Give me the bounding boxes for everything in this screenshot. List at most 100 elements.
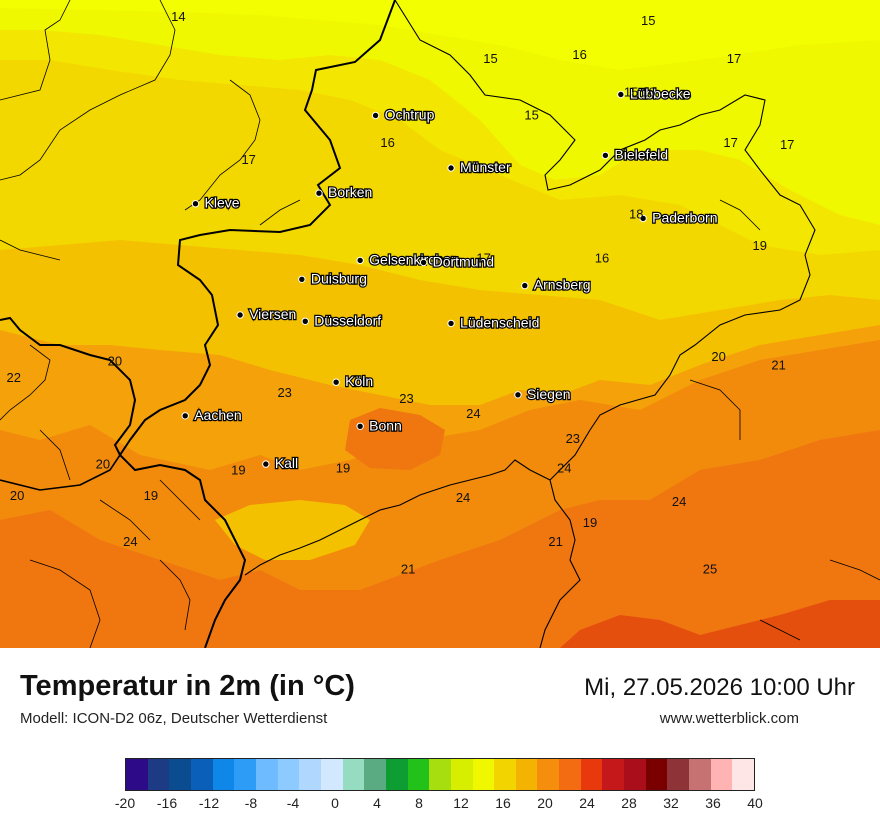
temperature-value-label: 17 — [780, 137, 794, 152]
legend-swatch — [710, 759, 733, 790]
temperature-value-label: 24 — [466, 406, 480, 421]
legend-swatch — [689, 759, 711, 790]
footer-panel: Temperatur in 2m (in °C) Modell: ICON-D2… — [0, 648, 880, 830]
city-dot — [617, 90, 625, 99]
temperature-value-label: 19 — [753, 238, 767, 253]
state-border-nrw-hesse — [539, 374, 671, 648]
city-marker: Duisburg — [298, 269, 368, 287]
temperature-value-label: 23 — [399, 391, 413, 406]
website-link[interactable]: www.wetterblick.com — [659, 710, 799, 727]
legend-swatch — [580, 759, 603, 790]
legend-swatch — [602, 759, 625, 790]
legend-tick-label: -4 — [286, 795, 300, 811]
city-label: Borken — [328, 184, 372, 200]
city-marker: Kall — [262, 454, 299, 472]
legend-tick-label: 36 — [705, 795, 721, 811]
legend-swatch — [624, 759, 646, 790]
city-label: Siegen — [527, 386, 571, 402]
temperature-value-label: 17 — [476, 251, 490, 266]
temperature-value-label: 20 — [108, 353, 122, 368]
legend-swatch — [450, 759, 473, 790]
temp-zone-hot-southeast — [560, 600, 880, 648]
temperature-value-label: 20 — [711, 349, 725, 364]
city-dot — [191, 200, 200, 208]
city-marker: Lüdenscheid — [447, 313, 541, 332]
legend-swatch — [494, 759, 516, 790]
legend-swatch — [429, 759, 451, 790]
temperature-value-label: 23 — [277, 385, 291, 400]
city-label: Paderborn — [652, 209, 717, 225]
city-label: Lüdenscheid — [460, 314, 539, 330]
city-dot — [356, 256, 364, 265]
legend-tick-label: -16 — [156, 795, 178, 811]
legend-swatch — [190, 759, 213, 790]
temperature-value-label: 15 — [524, 108, 538, 123]
state-border-nrw-rlp — [244, 459, 551, 576]
city-label: Ochtrup — [385, 107, 435, 123]
temp-zone-cologne-hot — [345, 408, 445, 470]
city-marker: Köln — [332, 372, 374, 390]
regional-borders — [0, 0, 880, 648]
legend-swatch — [342, 759, 365, 790]
legend-swatch — [277, 759, 300, 790]
city-label: Bielefeld — [614, 146, 668, 162]
legend-swatch — [234, 759, 256, 790]
temperature-value-label: 23 — [566, 431, 580, 446]
temperature-value-label: 16 — [380, 135, 394, 150]
city-dot — [639, 214, 647, 223]
city-label: Bonn — [369, 417, 402, 433]
legend-tick-label: -20 — [114, 795, 136, 811]
city-dot — [521, 281, 529, 290]
temperature-value-label: 15 — [641, 13, 655, 28]
city-dot — [315, 189, 323, 197]
city-label: Köln — [345, 373, 373, 389]
legend-tick-label: 16 — [495, 795, 511, 811]
legend-tick-label: -12 — [198, 795, 220, 811]
legend-tick-label: 28 — [621, 795, 637, 811]
legend-tick-label: 8 — [415, 795, 423, 811]
temperature-value-label: 24 — [123, 534, 137, 549]
legend-swatch — [645, 759, 668, 790]
city-marker: Düsseldorf — [301, 311, 382, 329]
city-dot — [356, 422, 364, 430]
city-marker: Münster — [447, 158, 512, 176]
city-layer: Ochtrup Lübbecke Bielefeld Münster Borken Kle… — [181, 84, 719, 472]
city-marker: Borken — [315, 183, 374, 201]
city-dot — [447, 164, 455, 172]
legend-swatch — [169, 759, 191, 790]
city-marker: Ochtrup — [371, 105, 436, 124]
city-dot — [371, 111, 380, 120]
legend-swatch — [364, 759, 386, 790]
temperature-value-label: 16 — [595, 251, 609, 266]
legend-tick-label: 32 — [663, 795, 679, 811]
city-dot — [419, 258, 428, 267]
temperature-map: Ochtrup Lübbecke Bielefeld Münster Borken Kle… — [0, 0, 880, 648]
forecast-datetime: Mi, 27.05.2026 10:00 Uhr — [584, 674, 855, 701]
temperature-value-label: 24 — [456, 490, 470, 505]
legend-tick-label: 12 — [453, 795, 469, 811]
city-marker: Dortmund — [419, 252, 495, 271]
map-title: Temperatur in 2m (in °C) — [20, 670, 355, 702]
city-marker: Lübbecke — [617, 84, 692, 103]
state-border-nrw-lower-saxony — [394, 0, 816, 376]
national-border-be-lu — [0, 454, 121, 491]
legend-swatch — [407, 759, 430, 790]
legend-swatch — [472, 759, 495, 790]
temp-zone-brightest — [0, 0, 880, 70]
temperature-value-label: 20 — [10, 488, 24, 503]
temp-zone-eifel-cool — [215, 500, 370, 560]
city-label: Gelsenkirchen — [369, 251, 459, 267]
temp-zone-deep-orange — [0, 430, 880, 648]
city-marker: Aachen — [181, 406, 243, 424]
border-lines — [0, 0, 880, 648]
legend-tick-label: 24 — [579, 795, 595, 811]
city-dot — [236, 311, 244, 319]
model-info: Modell: ICON-D2 06z, Deutscher Wetterdie… — [20, 710, 328, 727]
temperature-value-label: 20 — [96, 456, 110, 471]
city-dot — [601, 151, 610, 160]
temperature-value-label: 21 — [401, 561, 415, 576]
legend-swatch — [320, 759, 343, 790]
temperature-value-label: 17 — [727, 51, 741, 66]
legend-tick-label: 4 — [373, 795, 381, 811]
